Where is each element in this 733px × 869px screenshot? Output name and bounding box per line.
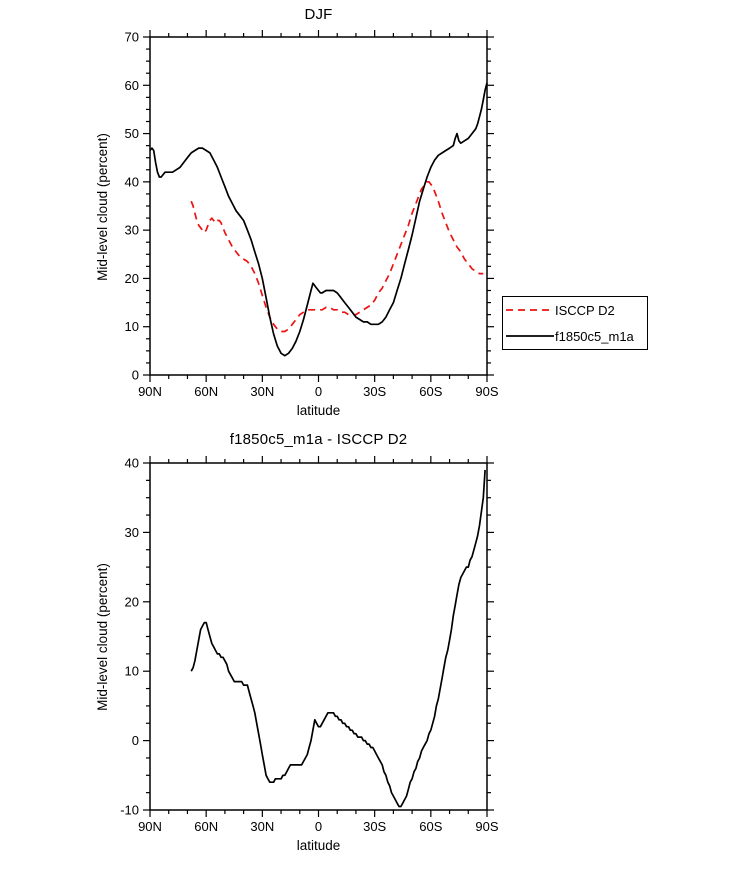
y-tick-label: 40 <box>125 174 139 189</box>
x-tick-label: 60S <box>419 384 442 399</box>
x-tick-label: 90S <box>475 819 498 834</box>
x-tick-label: 90S <box>475 384 498 399</box>
x-tick-label: 60S <box>419 819 442 834</box>
y-tick-label: 10 <box>125 664 139 679</box>
bottom-chart-x-axis-label: latitude <box>296 838 341 853</box>
plot-area-1: 90N 60N 30N 0 30S 60S 90S -10 0 10 20 30 40 <box>120 456 499 835</box>
x-tick-label: 60N <box>194 384 218 399</box>
legend: ISCCP D2 f1850c5_m1a <box>502 296 648 350</box>
y-tick-label: 30 <box>125 223 139 238</box>
y-tick-label: 0 <box>132 368 139 383</box>
x-tick-label: 30S <box>363 384 386 399</box>
y-tick-label: 60 <box>125 78 139 93</box>
x-tick-label: 30S <box>363 819 386 834</box>
plot-frame <box>149 462 488 811</box>
y-tick-label: 50 <box>125 126 139 141</box>
x-tick-label: 30N <box>250 384 274 399</box>
y-tick-label: 10 <box>125 319 139 334</box>
legend-line-sample-dashed <box>506 309 554 311</box>
y-tick-label: -10 <box>120 803 139 818</box>
series-line-f1850c5-m1a <box>149 82 488 357</box>
plot-frame <box>149 36 488 376</box>
series-line-isccp-d2 <box>190 181 484 333</box>
top-chart-y-axis-label: Mid-level cloud (percent) <box>95 133 110 281</box>
series-line-f1850c5-m1a-isccp-d2 <box>190 469 486 808</box>
x-tick-label: 90N <box>138 819 162 834</box>
legend-line-sample-solid <box>506 335 554 337</box>
legend-entry-isccp-d2: ISCCP D2 <box>503 297 647 323</box>
y-tick-label: 0 <box>132 733 139 748</box>
y-tick-label: 70 <box>125 30 139 45</box>
legend-label-isccp-d2: ISCCP D2 <box>555 302 615 318</box>
top-chart-title: DJF <box>304 6 333 23</box>
y-tick-label: 30 <box>125 525 139 540</box>
bottom-chart-title: f1850c5_m1a - ISCCP D2 <box>229 431 408 448</box>
top-chart-x-axis-label: latitude <box>296 403 341 418</box>
legend-entry-f1850c5-m1a: f1850c5_m1a <box>503 323 647 349</box>
legend-label-f1850c5-m1a: f1850c5_m1a <box>555 328 634 344</box>
x-tick-label: 60N <box>194 819 218 834</box>
y-tick-label: 20 <box>125 271 139 286</box>
plot-area-0: 90N 60N 30N 0 30S 60S 90S 0 10 20 30 40 50 60 70 <box>125 30 499 400</box>
bottom-chart-y-axis-label: Mid-level cloud (percent) <box>95 563 110 711</box>
x-tick-label: 0 <box>315 384 322 399</box>
x-tick-label: 90N <box>138 384 162 399</box>
y-tick-label: 20 <box>125 594 139 609</box>
x-tick-label: 30N <box>250 819 274 834</box>
x-tick-label: 0 <box>315 819 322 834</box>
y-tick-label: 40 <box>125 456 139 471</box>
